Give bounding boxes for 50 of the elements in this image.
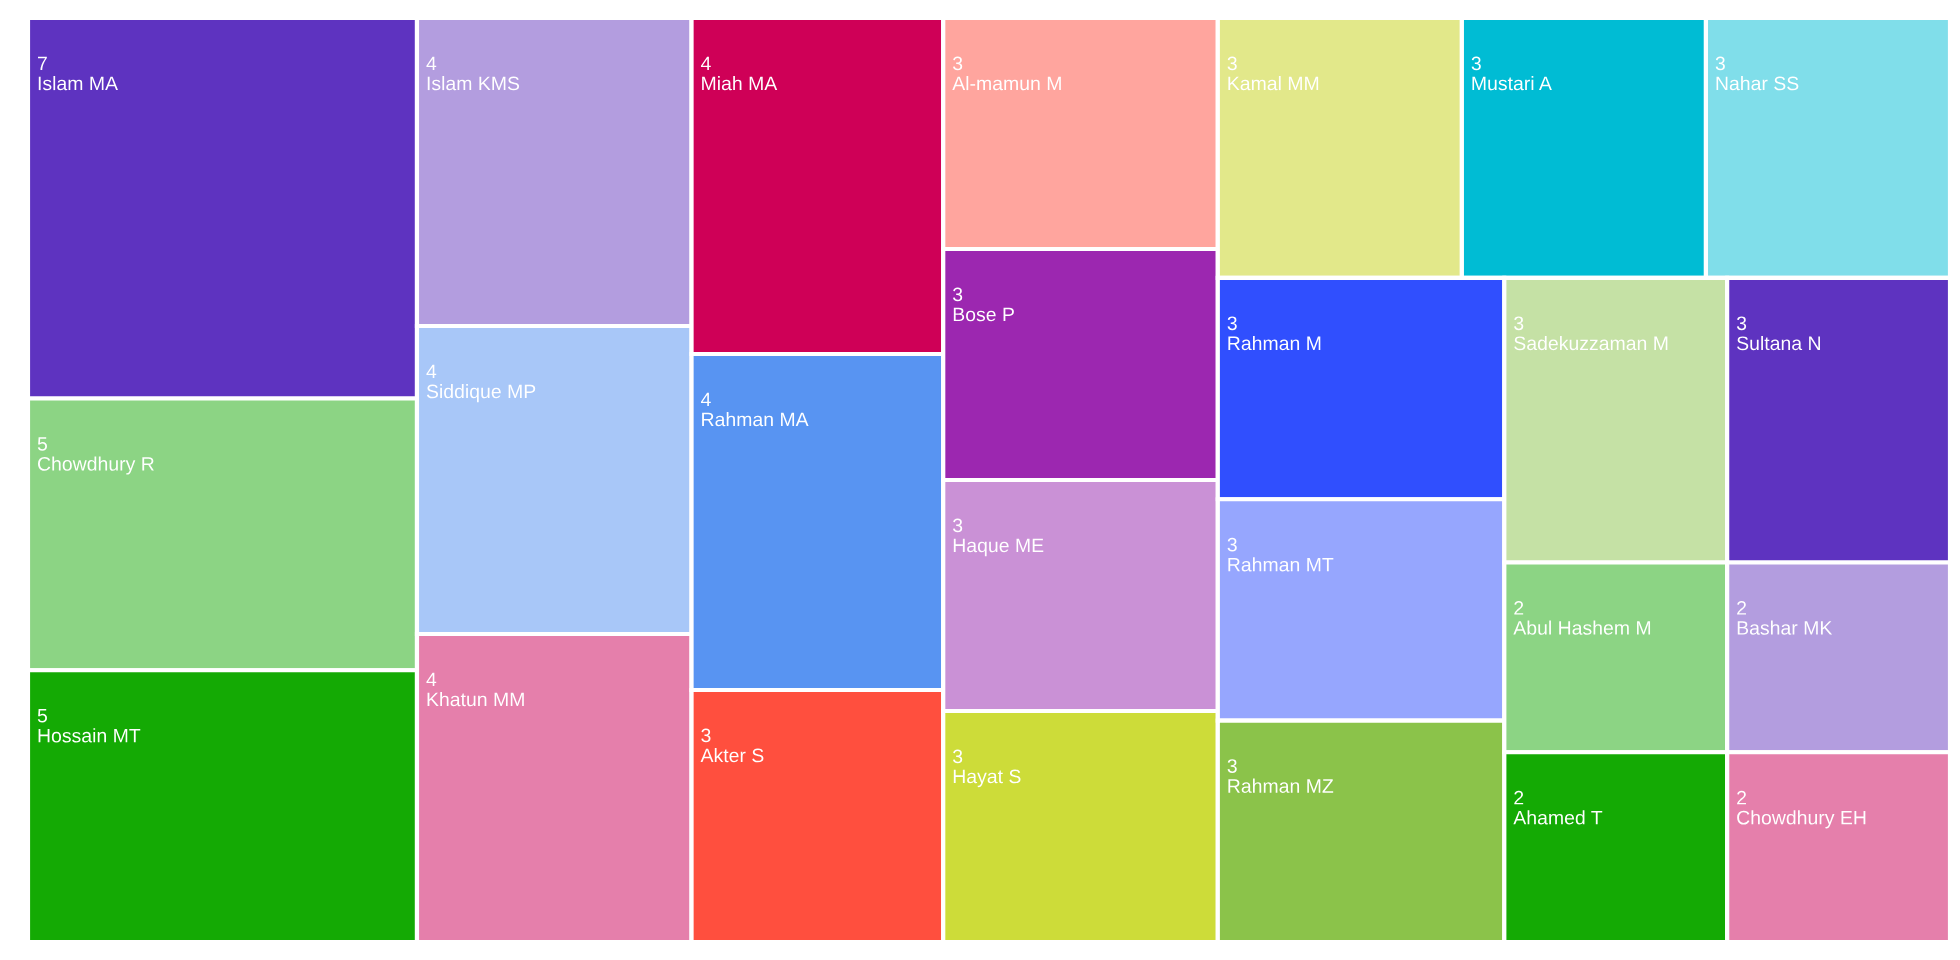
data-label: 3 [1514,316,1524,331]
data-label: 4 [426,672,437,687]
category-label: Rahman MA [702,412,809,427]
data-label: 3 [952,287,963,302]
data-label: 4 [426,364,437,379]
category-label: Rahman M [1228,335,1321,351]
data-label: 5 [37,437,47,451]
category-label: Siddique MP [426,384,536,403]
data-label: 3 [1227,759,1237,773]
category-label: Khatun MM [427,692,524,707]
category-label: Ahamed T [1513,810,1603,825]
data-label: 3 [1736,316,1747,331]
category-label: Kamal MM [1228,76,1319,91]
data-label: 4 [700,392,711,407]
data-label: 4 [700,56,711,71]
data-label: 3 [1471,56,1481,71]
data-label: 5 [37,708,47,723]
data-label: 2 [1514,790,1524,805]
category-label: Haque ME [953,538,1044,557]
data-label: 2 [1737,601,1746,615]
data-label: 2 [1514,601,1524,615]
category-label: Rahman MZ [1228,778,1334,793]
data-label: 3 [1227,56,1237,71]
category-label: Nahar SS [1716,76,1799,91]
category-label: Bose P [953,307,1014,322]
data-label: 3 [1227,537,1237,552]
category-label: Chowdhury R [37,456,154,475]
data-label: 3 [701,728,711,743]
category-label: Rahman MT [1228,557,1334,572]
data-label: 4 [426,56,437,71]
category-label: Abul Hashem M [1513,620,1651,635]
category-label: Bashar MK [1737,620,1833,635]
data-label: 3 [1227,316,1237,331]
data-label: 2 [1737,790,1746,805]
category-label: Sadekuzzaman M [1514,335,1668,351]
data-label: 3 [1715,56,1725,71]
category-label: Islam KMS [427,76,520,91]
category-label: Akter S [700,748,764,763]
category-label: Al-mamun M [952,76,1061,91]
data-label: 7 [38,56,47,71]
data-label: 3 [952,518,963,533]
category-label: Hayat S [953,769,1021,788]
category-label: Miah MA [702,76,778,91]
category-label: Islam MA [38,76,118,91]
category-label: Sultana N [1737,335,1820,351]
category-label: Hossain MT [38,728,141,743]
data-label: 3 [952,56,963,71]
category-label: Chowdhury EH [1737,810,1866,829]
data-label: 3 [952,749,963,764]
category-label: Mustari A [1472,76,1552,91]
